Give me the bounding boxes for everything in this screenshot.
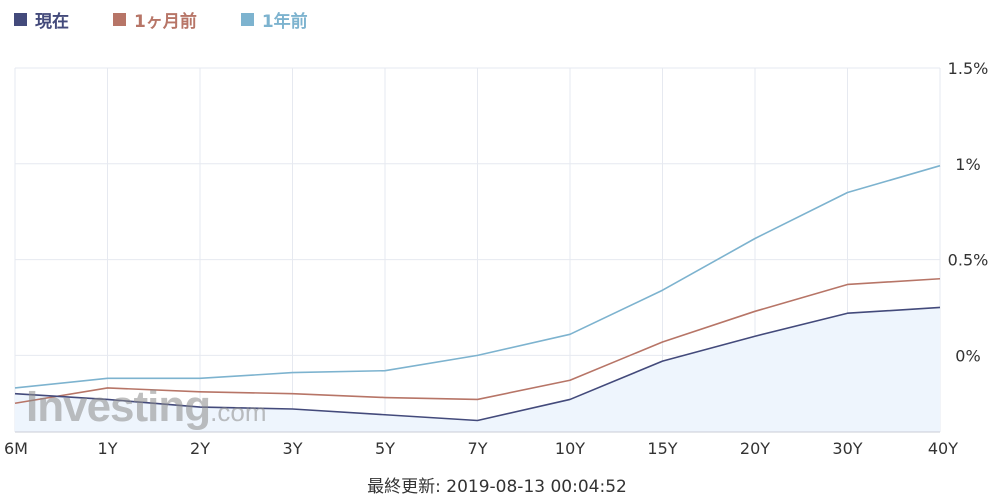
y-tick-label: 0% — [955, 346, 980, 365]
x-tick-label: 7Y — [468, 439, 488, 458]
watermark-main-text: Investing — [26, 382, 211, 431]
x-tick-label: 3Y — [283, 439, 303, 458]
legend-label-1-year-ago: 1年前 — [261, 11, 308, 32]
x-tick-label: 5Y — [375, 439, 395, 458]
y-tick-label: 1.5% — [948, 59, 989, 78]
x-tick-label: 6M — [4, 439, 28, 458]
watermark-suffix-text: .com — [210, 397, 267, 427]
investing-watermark-logo: Investing .com — [26, 382, 267, 432]
legend-swatch-1-year-ago — [240, 12, 254, 26]
legend-swatch-current — [14, 12, 27, 26]
last-updated-label: 最終更新: — [367, 477, 441, 497]
legend-item-current[interactable]: 現在 — [14, 7, 69, 32]
legend-label-current: 現在 — [35, 11, 69, 32]
legend-item-1-year-ago[interactable]: 1年前 — [240, 7, 308, 32]
last-updated-timestamp: 2019-08-13 00:04:52 — [446, 477, 627, 497]
last-updated: 最終更新: 2019-08-13 00:04:52 — [0, 472, 994, 497]
chart-legend: 現在 1ヶ月前 1年前 — [14, 6, 352, 32]
y-tick-label: 1% — [955, 155, 980, 174]
legend-label-1-month-ago: 1ヶ月前 — [134, 11, 197, 32]
legend-swatch-1-month-ago — [113, 12, 126, 26]
x-tick-label: 20Y — [740, 439, 770, 458]
x-tick-label: 2Y — [190, 439, 210, 458]
x-tick-label: 10Y — [555, 439, 585, 458]
x-tick-label: 30Y — [832, 439, 862, 458]
x-tick-label: 40Y — [928, 439, 958, 458]
x-tick-label: 1Y — [98, 439, 118, 458]
series-line-1-year-ago — [14, 164, 941, 389]
legend-item-1-month-ago[interactable]: 1ヶ月前 — [113, 7, 197, 32]
series-line-1-month-ago — [14, 277, 941, 405]
series-area-current — [15, 307, 940, 432]
x-tick-label: 15Y — [647, 439, 677, 458]
series-line-current — [14, 306, 941, 422]
y-tick-label: 0.5% — [948, 251, 989, 270]
